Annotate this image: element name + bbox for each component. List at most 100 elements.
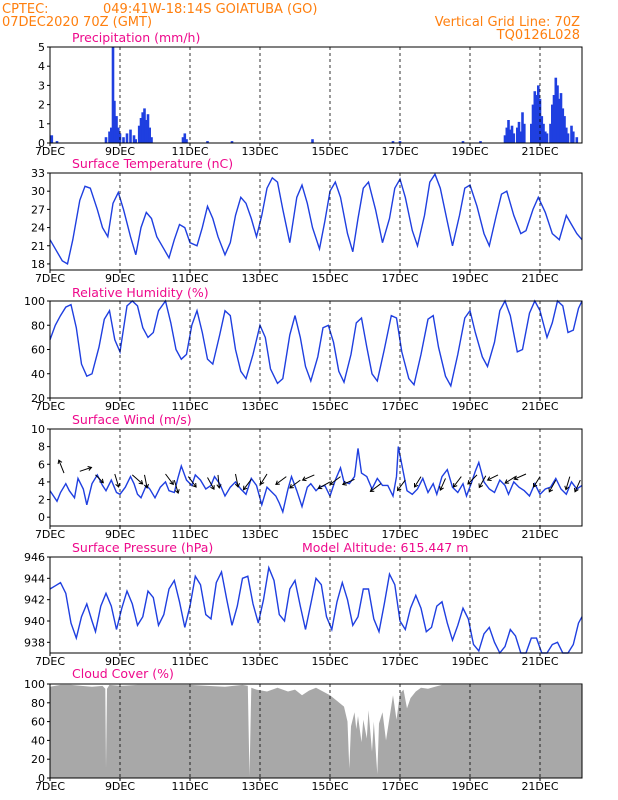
precip-bar-64: [566, 133, 570, 143]
wind-vector-3: [114, 473, 121, 488]
precip-bar-15: [137, 125, 141, 143]
temp-ytick-label-1: 21: [31, 240, 45, 253]
precip-bar-10: [122, 137, 125, 143]
temp-xtick-label-3: 13DEC: [241, 272, 278, 285]
grid-note-label: Vertical Grid Line: 70Z: [435, 15, 580, 30]
precip-bar-61: [561, 108, 565, 143]
precip-xtick-label-4: 15DEC: [311, 145, 348, 158]
precip-ytick-label-2: 2: [38, 99, 45, 112]
pres-xtick-label-5: 17DEC: [381, 655, 418, 668]
precip-xtick-label-6: 19DEC: [451, 145, 488, 158]
temp-frame: [49, 172, 583, 271]
precip-bar-8: [117, 127, 120, 143]
precip-bar-50: [540, 116, 544, 143]
wind-vector-16: [301, 474, 315, 482]
wind-vector-27: [486, 474, 499, 481]
rh-xtick-label-4: 15DEC: [311, 400, 348, 413]
wind-vector-25: [467, 474, 478, 485]
cloud-ytick-label-3: 60: [31, 716, 45, 729]
precip-bar-29: [391, 141, 395, 143]
pres-xtick-label-0: 7DEC: [35, 655, 65, 668]
model-altitude-label: Model Altitude: 615.447 m: [302, 540, 468, 555]
precip-bar-36: [508, 129, 512, 143]
precip-bar-46: [533, 91, 537, 143]
wind-ytick-label-0: 0: [38, 511, 45, 524]
rh-ytick-label-0: 20: [31, 392, 45, 405]
pres-ytick-label-0: 938: [24, 636, 45, 649]
precip-bar-33: [503, 135, 507, 143]
location-label: 049:41W-18:14S GOIATUBA (GO): [103, 2, 317, 17]
precip-bar-23: [181, 137, 185, 143]
rh-ytick-label-2: 60: [31, 344, 45, 357]
precip-bar-41: [519, 131, 523, 143]
precipitation-panel: Precipitation (mm/h) 0 1 2 3 4 5 7DEC 9DEC 11DEC…: [35, 30, 583, 158]
precip-ytick-label-0: 0: [38, 137, 45, 150]
cloud-xtick-label-2: 11DEC: [171, 780, 208, 793]
wind-vector-19: [341, 478, 355, 486]
temperature-panel: Surface Temperature (nC) 18 21 24 27 30 33 7DE…: [31, 156, 583, 285]
pres-xtick-label-1: 9DEC: [105, 655, 135, 668]
precip-bar-43: [523, 123, 526, 143]
rh-xtick-label-5: 17DEC: [381, 400, 418, 413]
wind-vector-1: [79, 466, 93, 472]
wind-panel: Surface Wind (m/s) 0 2 4 6 8 10 7DEC 9DEC 11DEC 1…: [31, 412, 583, 541]
wind-vector-20: [369, 483, 382, 493]
precip-bar-4: [110, 127, 113, 143]
temp-xtick-label-2: 11DEC: [171, 272, 208, 285]
wind-vector-24: [452, 476, 462, 488]
wind-vector-11: [234, 473, 240, 488]
wind-vector-0: [57, 459, 65, 474]
pres-ytick-label-4: 946: [24, 551, 45, 564]
cloud-ytick-label-0: 0: [38, 772, 45, 785]
precip-xtick-label-0: 7DEC: [35, 145, 65, 158]
wind-vector-13: [260, 473, 268, 486]
precip-bar-27: [230, 141, 234, 143]
pres-xtick-label-6: 19DEC: [451, 655, 488, 668]
pressure-title: Surface Pressure (hPa): [72, 540, 213, 555]
wind-vector-2: [95, 474, 104, 484]
pres-ytick-label-1: 940: [24, 615, 45, 628]
wind-vector-26: [478, 475, 487, 489]
wind-frame: [49, 428, 583, 527]
precip-bar-12: [129, 129, 132, 143]
precip-bar-28: [311, 139, 314, 143]
wind-ytick-label-1: 2: [38, 494, 45, 507]
precip-bar-60: [559, 93, 563, 143]
wind-title: Surface Wind (m/s): [72, 412, 192, 427]
precip-bar-22: [150, 137, 153, 143]
pressure-panel: Surface Pressure (hPa) Model Altitude: 6…: [24, 540, 583, 668]
temp-xtick-label-5: 17DEC: [381, 272, 418, 285]
wind-xtick-label-3: 13DEC: [241, 528, 278, 541]
wind-vector-30: [533, 476, 541, 488]
precip-xtick-label-7: 21DEC: [521, 145, 558, 158]
temp-ytick-label-0: 18: [31, 258, 45, 271]
wind-vector-31: [548, 479, 557, 493]
rh-xtick-label-1: 9DEC: [105, 400, 135, 413]
precip-bar-57: [554, 77, 558, 143]
precip-bar-31: [461, 141, 465, 143]
precip-bar-18: [143, 108, 146, 143]
wind-xtick-label-5: 17DEC: [381, 528, 418, 541]
rh-xtick-label-6: 19DEC: [451, 400, 488, 413]
precipitation-title: Precipitation (mm/h): [72, 30, 200, 45]
cloud-xtick-label-6: 19DEC: [451, 780, 488, 793]
precip-xtick-label-2: 11DEC: [171, 145, 208, 158]
wind-vector-7: [173, 479, 180, 494]
wind-xtick-label-2: 11DEC: [171, 528, 208, 541]
wind-vector-22: [414, 476, 422, 488]
precip-bar-59: [558, 98, 561, 143]
cloud-cover-area: [50, 684, 582, 778]
pres-xtick-label-4: 15DEC: [311, 655, 348, 668]
precip-bar-3: [108, 131, 111, 143]
precip-bar-19: [144, 120, 148, 143]
rh-xtick-label-0: 7DEC: [35, 400, 65, 413]
precip-bar-54: [549, 123, 552, 143]
precip-bar-67: [575, 137, 579, 143]
wind-xtick-label-0: 7DEC: [35, 528, 65, 541]
precip-bar-44: [530, 123, 533, 143]
temp-ytick-label-5: 33: [31, 167, 45, 180]
cloud-ytick-label-2: 40: [31, 734, 45, 747]
precip-bar-6: [113, 100, 116, 143]
precip-bar-25: [185, 139, 188, 143]
